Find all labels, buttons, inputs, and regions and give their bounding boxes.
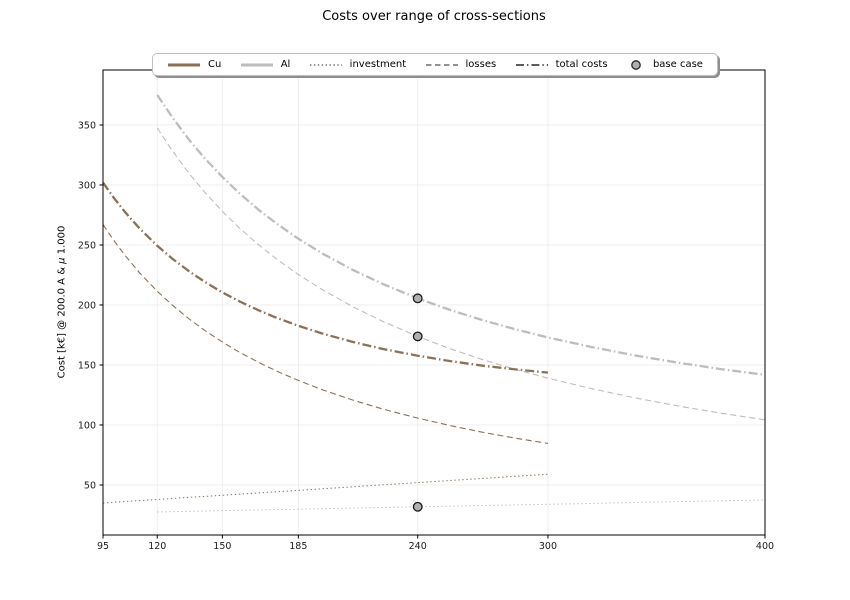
curve-al-investment (157, 499, 766, 513)
dashed-line-swatch-icon (425, 63, 458, 66)
cu-line-swatch-icon (168, 63, 200, 66)
x-tick-label-95: 95 (97, 541, 109, 552)
x-tick-label-150: 150 (213, 541, 231, 552)
legend-item-investment: investment (309, 59, 406, 70)
dotted-line-swatch-icon (309, 63, 342, 66)
base-case-marker-1 (412, 331, 423, 342)
base-case-marker-2 (412, 501, 423, 512)
legend-label-total-costs: total costs (555, 59, 608, 70)
y-tick-label-100: 100 (78, 420, 96, 431)
curve-al-total (156, 94, 766, 376)
x-tick-label-185: 185 (289, 541, 307, 552)
legend-item-losses: losses (425, 59, 497, 70)
legend-label-losses: losses (465, 59, 497, 70)
axes-box (102, 69, 766, 536)
y-tick-label-250: 250 (78, 240, 96, 251)
y-tick-label-350: 350 (78, 120, 96, 131)
curve-al-losses (156, 127, 766, 421)
legend-label-cu: Cu (208, 59, 222, 70)
legend-item-cu: Cu (167, 59, 221, 70)
curve-cu-losses (102, 224, 549, 444)
y-tick-label-150: 150 (78, 360, 96, 371)
curve-cu-total (102, 181, 549, 374)
y-tick-label-200: 200 (78, 300, 96, 311)
base-case-marker-0 (412, 293, 423, 304)
x-tick-label-400: 400 (756, 541, 774, 552)
chart-title: Costs over range of cross-sections (322, 9, 546, 24)
al-line-swatch-icon (240, 63, 273, 66)
legend: Cu Al investment losses total costs base… (152, 53, 718, 76)
x-tick-label-240: 240 (409, 541, 427, 552)
legend-label-base-case: base case (652, 59, 703, 70)
legend-item-base-case: base case (626, 59, 703, 71)
legend-label-al: Al (280, 59, 291, 70)
y-tick-label-50: 50 (84, 480, 96, 491)
x-tick-label-120: 120 (148, 541, 166, 552)
dashdot-line-swatch-icon (515, 63, 548, 66)
y-tick-label-300: 300 (78, 180, 96, 191)
base-case-marker-icon (631, 59, 641, 70)
curve-cu-investment (102, 473, 549, 504)
legend-item-total-costs: total costs (515, 59, 608, 70)
x-tick-label-300: 300 (539, 541, 557, 552)
legend-label-investment: investment (349, 59, 407, 70)
legend-item-al: Al (240, 59, 291, 70)
